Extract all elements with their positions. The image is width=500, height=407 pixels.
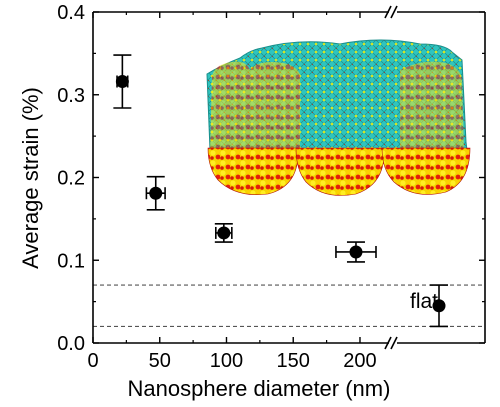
x-axis-ticks: 0 50 100 150 200 [87, 12, 377, 372]
data-point-1 [113, 54, 132, 109]
y-tick-label: 0.1 [57, 250, 85, 272]
data-marker [149, 186, 163, 200]
inset-sphere-middle [295, 147, 385, 196]
inset-spheres-top [210, 61, 300, 150]
x-tick-label: 100 [210, 350, 243, 372]
data-point-2 [145, 175, 166, 211]
y-axis-label: Average strain (%) [18, 87, 43, 269]
y-tick-label: 0.3 [57, 85, 85, 107]
data-marker [217, 226, 231, 240]
flat-band [93, 284, 485, 328]
x-tick-label: 50 [149, 350, 171, 372]
data-point-3 [214, 223, 233, 243]
x-tick-label: 200 [343, 350, 376, 372]
inset-sphere-right [381, 147, 471, 195]
y-tick-label: 0.0 [57, 333, 85, 355]
data-point-4 [335, 241, 377, 263]
x-tick-label: 0 [87, 350, 98, 372]
inset-spheres-top-right [400, 61, 464, 150]
x-axis-label: Nanosphere diameter (nm) [128, 376, 391, 401]
data-point-flat [430, 284, 448, 328]
data-marker [349, 245, 363, 259]
axis-break-mark [390, 336, 398, 350]
x-tick-label: 150 [277, 350, 310, 372]
y-tick-label: 0.4 [57, 2, 85, 24]
data-marker [432, 299, 446, 313]
y-axis-ticks: 0.0 0.1 0.2 0.3 0.4 [57, 2, 485, 355]
axis-break-mark [384, 336, 392, 350]
axis-break-mark [390, 5, 398, 19]
flat-point [430, 284, 448, 328]
axis-break-mark [384, 5, 392, 19]
flat-label: flat [410, 290, 438, 313]
y-tick-label: 0.2 [57, 168, 85, 190]
inset-sphere-left [207, 147, 299, 195]
inset-rendering [206, 39, 471, 196]
data-marker [115, 75, 129, 89]
data-points [113, 54, 377, 263]
